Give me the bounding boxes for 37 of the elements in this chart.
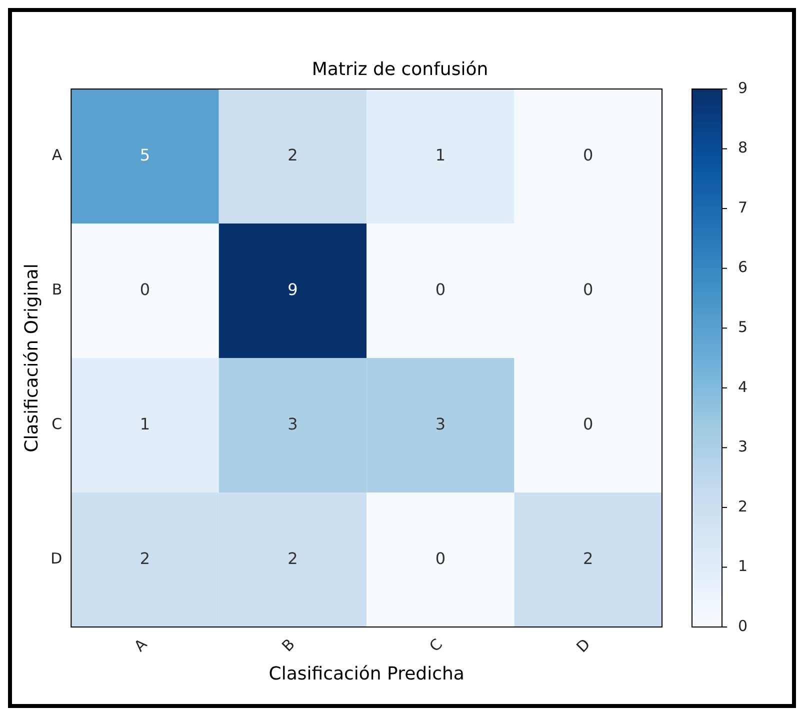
x-tick-label: A xyxy=(130,634,152,656)
color-bar-label: 2 xyxy=(738,497,748,516)
chart-title: Matriz de confusión xyxy=(312,58,488,80)
y-axis-title: Clasificación Original xyxy=(21,264,42,452)
color-bar-label: 9 xyxy=(738,78,748,97)
color-bar-label: 5 xyxy=(738,318,748,336)
x-tick-label: B xyxy=(278,635,298,656)
data-label: 1 xyxy=(140,414,150,434)
color-bar-label: 4 xyxy=(738,378,748,396)
y-tick-label: B xyxy=(52,280,62,299)
color-bar-label: 1 xyxy=(738,557,748,576)
color-bar-label: 6 xyxy=(738,258,748,276)
data-label: 5 xyxy=(140,145,150,164)
data-label: 2 xyxy=(288,548,298,568)
data-label: 2 xyxy=(583,548,594,568)
color-bar-label: 8 xyxy=(738,138,748,157)
data-label: 0 xyxy=(583,280,594,299)
data-label: 0 xyxy=(583,414,594,434)
color-bar-label: 0 xyxy=(738,616,748,635)
data-label: 0 xyxy=(435,548,446,568)
data-label: 3 xyxy=(435,414,446,434)
color-bar-label: 7 xyxy=(738,198,748,216)
data-label: 9 xyxy=(288,280,298,299)
color-bar-label: 3 xyxy=(738,438,748,456)
data-label: 0 xyxy=(140,280,150,299)
data-label: 2 xyxy=(140,548,150,568)
data-label: 0 xyxy=(435,280,446,299)
x-axis-title: Clasificación Predicha xyxy=(268,663,464,684)
data-label: 2 xyxy=(288,145,298,164)
y-tick-label: C xyxy=(52,415,62,434)
data-label: 3 xyxy=(288,414,298,434)
x-tick-label: C xyxy=(426,635,446,656)
data-label: 1 xyxy=(435,145,446,164)
data-label: 0 xyxy=(583,145,594,164)
y-tick-label: D xyxy=(50,550,62,568)
x-tick-label: D xyxy=(572,635,594,656)
y-tick-label: A xyxy=(52,146,63,164)
